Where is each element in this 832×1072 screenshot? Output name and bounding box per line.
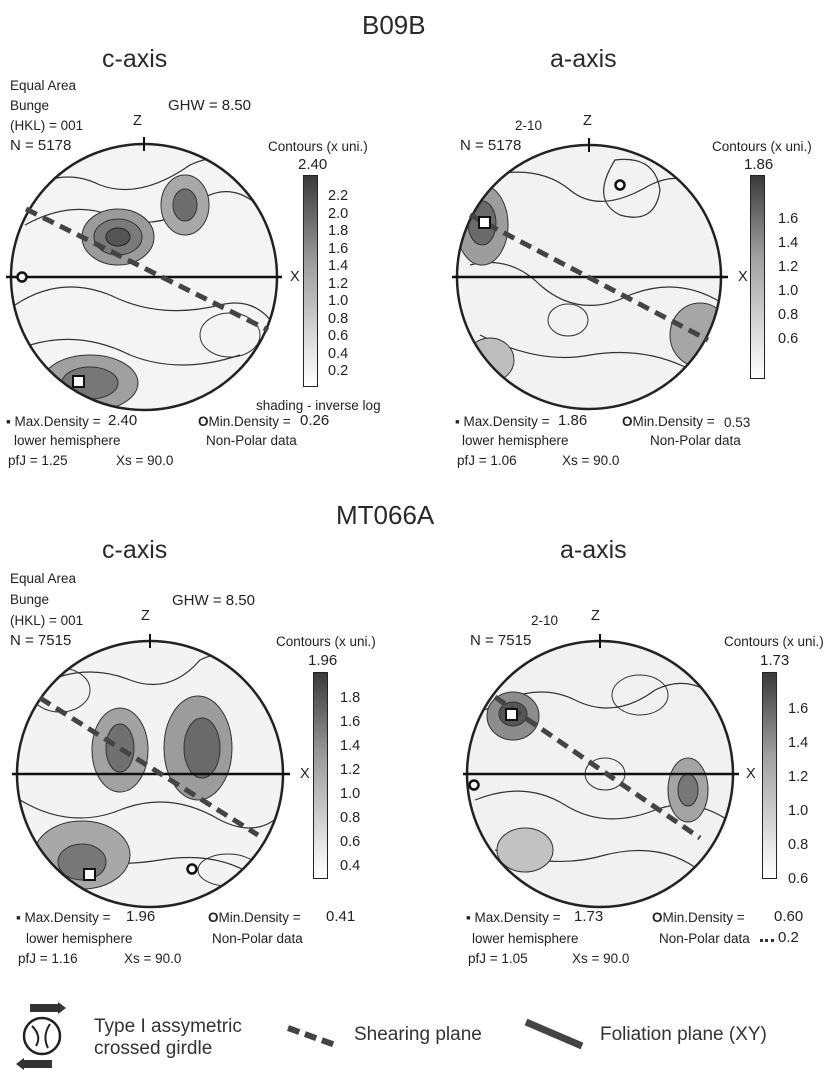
legend-foliation-label: Foliation plane (XY) <box>600 1024 767 1045</box>
max-density-value-2: 1.96 <box>126 908 156 925</box>
colorbar <box>303 175 318 387</box>
min-density-value-a2: 0.60 <box>774 908 804 925</box>
colorbar-a <box>750 175 765 379</box>
z-label: Z <box>133 113 142 129</box>
xs-label-a: Xs = 90.0 <box>562 453 620 468</box>
ghw-label-2: GHW = 8.50 <box>172 592 255 609</box>
sample-title-mt066a: MT066A <box>336 500 435 530</box>
min-density-value-2: 0.41 <box>326 908 356 925</box>
method-label: Bunge <box>10 98 50 113</box>
contours-label-a2: Contours (x uni.) <box>724 634 824 649</box>
contours-label-2: Contours (x uni.) <box>276 634 376 649</box>
xs-label-a2: Xs = 90.0 <box>572 951 630 966</box>
nonpolar-label-2: Non-Polar data <box>212 931 303 946</box>
a-axis-title-2: a-axis <box>560 536 627 564</box>
colorbar-ticks: 2.2 2.0 1.8 1.6 1.4 1.2 1.0 0.8 0.6 0.4 0.2 <box>328 188 349 379</box>
shearing-plane-icon <box>286 1025 340 1049</box>
colorbar-2 <box>313 672 328 879</box>
c-axis-title: c-axis <box>102 45 168 73</box>
legend-type-label: Type I assymetric crossed girdle <box>94 1016 242 1059</box>
pfj-label-a2: pfJ = 1.05 <box>468 951 528 966</box>
pole-figure-c-axis-b09b <box>6 137 282 412</box>
max-density-legend-a2: ▪ Max.Density = <box>466 910 561 925</box>
n-count-2: N = 7515 <box>10 632 72 649</box>
c-axis-title-2: c-axis <box>102 536 168 564</box>
colorbar-ticks-a2: 1.6 1.4 1.2 1.0 0.8 0.6 <box>788 701 809 887</box>
a-axis-title: a-axis <box>550 45 617 73</box>
xs-label: Xs = 90.0 <box>116 453 174 468</box>
pfj-label-a: pfJ = 1.06 <box>457 453 517 468</box>
hemisphere-label-a2: lower hemisphere <box>472 931 579 946</box>
min-density-legend-2: OMin.Density = <box>208 910 301 925</box>
pfj-label-2: pfJ = 1.16 <box>18 951 78 966</box>
hemisphere-label-2: lower hemisphere <box>26 931 133 946</box>
contours-label-a: Contours (x uni.) <box>712 139 812 154</box>
x-label-a2: X <box>746 766 756 782</box>
min-density-legend: OMin.Density = <box>198 414 291 429</box>
n-count-a: N = 5178 <box>460 137 522 154</box>
projection-label-2: Equal Area <box>10 571 77 586</box>
x-label-2: X <box>300 766 310 782</box>
min-density-legend-a: OMin.Density = <box>622 414 715 429</box>
colorbar-max: 2.40 <box>298 156 328 173</box>
x-label: X <box>290 269 300 285</box>
hkl-label-a2: 2-10 <box>531 613 559 628</box>
shading-note: shading - inverse log <box>256 398 381 413</box>
max-density-marker <box>72 375 85 388</box>
pole-figure-a-axis-mt066a <box>463 634 739 909</box>
legend-shearing-label: Shearing plane <box>354 1024 482 1045</box>
colorbar-max-2: 1.96 <box>308 652 338 669</box>
colorbar-max-a2: 1.73 <box>760 652 790 669</box>
xs-label-2: Xs = 90.0 <box>124 951 182 966</box>
pole-figure-c-axis-mt066a <box>12 634 290 909</box>
z-label-a2: Z <box>591 608 600 624</box>
nonpolar-label-a: Non-Polar data <box>650 433 741 448</box>
max-density-value-a: 1.86 <box>558 412 588 429</box>
nonpolar-extra-value: 0.2 <box>778 929 799 946</box>
ghw-label: GHW = 8.50 <box>168 97 251 114</box>
method-label-2: Bunge <box>10 592 50 607</box>
min-density-legend-a2: OMin.Density = <box>652 910 745 925</box>
hkl-label-2: (HKL) = 001 <box>10 613 84 628</box>
z-label-2: Z <box>141 608 150 624</box>
hemisphere-label-a: lower hemisphere <box>462 433 569 448</box>
min-density-marker <box>16 271 28 283</box>
projection-label: Equal Area <box>10 78 77 93</box>
min-density-value-a: 0.53 <box>724 415 751 430</box>
x-label-a: X <box>738 269 748 285</box>
colorbar-a2 <box>762 672 777 879</box>
hemisphere-label: lower hemisphere <box>14 433 121 448</box>
hkl-label: (HKL) = 001 <box>10 118 84 133</box>
nonpolar-dash-marker <box>760 939 774 942</box>
shearing-line <box>24 206 270 333</box>
max-density-value-a2: 1.73 <box>574 908 604 925</box>
colorbar-ticks-a: 1.6 1.4 1.2 1.0 0.8 0.6 <box>778 211 799 347</box>
min-density-value: 0.26 <box>300 412 330 429</box>
colorbar-ticks-2: 1.8 1.6 1.4 1.2 1.0 0.8 0.6 0.4 <box>340 690 361 874</box>
max-density-legend: ▪ Max.Density = <box>6 414 101 429</box>
crossed-girdle-icon <box>16 1002 66 1070</box>
n-count-a2: N = 7515 <box>470 632 532 649</box>
nonpolar-label-a2: Non-Polar data <box>659 931 750 946</box>
max-density-legend-2: ▪ Max.Density = <box>16 910 111 925</box>
colorbar-max-a: 1.86 <box>744 156 774 173</box>
n-count: N = 5178 <box>10 137 72 154</box>
hkl-label-a: 2-10 <box>515 118 543 133</box>
sample-title-b09b: B09B <box>362 10 426 40</box>
max-density-value: 2.40 <box>108 412 138 429</box>
max-density-legend-a: ▪ Max.Density = <box>455 414 550 429</box>
foliation-plane-icon <box>524 1018 584 1050</box>
contours-label: Contours (x uni.) <box>268 139 368 154</box>
pfj-label: pfJ = 1.25 <box>8 453 68 468</box>
nonpolar-label: Non-Polar data <box>206 433 297 448</box>
z-label-a: Z <box>583 113 592 129</box>
pole-figure-a-axis-b09b <box>452 138 728 411</box>
